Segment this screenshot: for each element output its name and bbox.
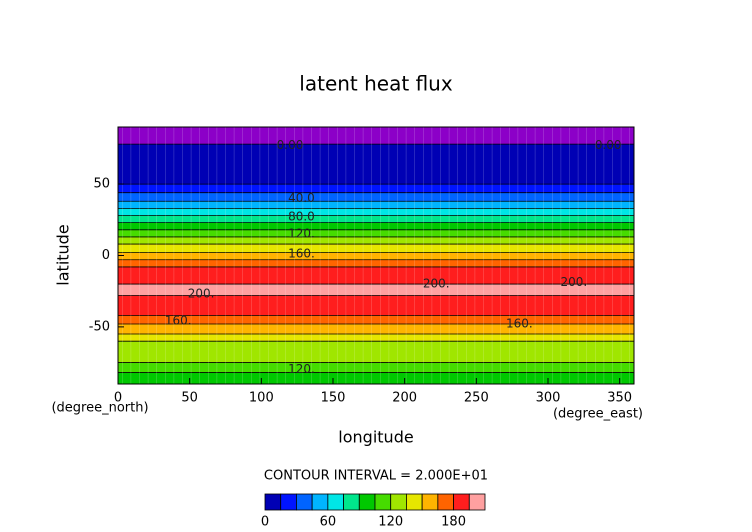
contour-band bbox=[118, 229, 634, 237]
contour-label: 120. bbox=[288, 227, 315, 241]
contour-label: 160. bbox=[288, 247, 315, 261]
contour-label: 200. bbox=[423, 277, 450, 291]
colorbar-box bbox=[421, 493, 439, 511]
x-tick-label: 300 bbox=[536, 391, 561, 406]
x-axis-label: longitude bbox=[338, 428, 413, 447]
chart-title: latent heat flux bbox=[299, 72, 453, 96]
y-tick-label: 50 bbox=[93, 177, 110, 192]
contour-label: 40.0 bbox=[288, 191, 315, 205]
y-unit: (degree_north) bbox=[51, 401, 148, 416]
colorbar-tick-label: 180 bbox=[441, 515, 466, 530]
contour-band bbox=[118, 334, 634, 342]
colorbar-box bbox=[468, 493, 486, 511]
colorbar-box bbox=[406, 493, 423, 511]
contour-band bbox=[118, 372, 634, 384]
y-tick-label: -50 bbox=[89, 319, 110, 334]
colorbar-box bbox=[311, 493, 329, 511]
contour-interval: CONTOUR INTERVAL = 2.000E+01 bbox=[264, 469, 488, 484]
colorbar-box bbox=[264, 493, 282, 511]
colorbar-box bbox=[327, 493, 344, 511]
contour-band bbox=[118, 362, 634, 373]
y-axis-label: latitude bbox=[54, 224, 73, 285]
contour-band bbox=[118, 324, 634, 335]
contour-band bbox=[118, 144, 634, 185]
colorbar-box bbox=[453, 493, 470, 511]
x-tick-label: 150 bbox=[321, 391, 346, 406]
colorbar-tick-label: 0 bbox=[261, 515, 269, 530]
colorbar-box bbox=[343, 493, 360, 511]
contour-band bbox=[118, 127, 634, 145]
contour-band bbox=[118, 222, 634, 230]
x-tick-label: 200 bbox=[392, 391, 417, 406]
contour-band bbox=[118, 315, 634, 325]
contour-label: 160. bbox=[165, 314, 192, 328]
colorbar-box bbox=[280, 493, 297, 511]
colorbar-box bbox=[437, 493, 454, 511]
contour-band bbox=[118, 192, 634, 202]
contour-label: 160. bbox=[506, 317, 533, 331]
contour-label: 0.00 bbox=[277, 138, 304, 152]
contour-band bbox=[118, 259, 634, 267]
colorbar-tick-label: 60 bbox=[320, 515, 337, 530]
x-tick-label: 100 bbox=[249, 391, 274, 406]
x-tick-label: 350 bbox=[607, 391, 632, 406]
contour-label: 0.00 bbox=[595, 138, 622, 152]
colorbar-box bbox=[390, 493, 407, 511]
contour-band bbox=[118, 341, 634, 363]
contour-band bbox=[118, 284, 634, 296]
contour-label: 200. bbox=[188, 287, 215, 301]
x-tick-label: 50 bbox=[181, 391, 198, 406]
contour-band bbox=[118, 184, 634, 193]
colorbar-box bbox=[374, 493, 392, 511]
contour-label: 200. bbox=[560, 275, 587, 289]
contour-band bbox=[118, 236, 634, 245]
x-unit: (degree_east) bbox=[553, 407, 643, 422]
contour-label: 120. bbox=[288, 362, 315, 376]
y-tick-label: 0 bbox=[102, 248, 110, 263]
contour-band bbox=[118, 295, 634, 316]
contour-label: 80.0 bbox=[288, 209, 315, 223]
contour-band bbox=[118, 215, 634, 223]
x-tick-label: 250 bbox=[464, 391, 489, 406]
contour-band bbox=[118, 208, 634, 216]
colorbar-box bbox=[296, 493, 313, 511]
contour-band bbox=[118, 201, 634, 209]
contour-band bbox=[118, 244, 634, 253]
contour-band bbox=[118, 266, 634, 285]
colorbar-tick-label: 120 bbox=[378, 515, 403, 530]
contour-band bbox=[118, 252, 634, 260]
x-tick-label: 0 bbox=[114, 391, 122, 406]
colorbar-box bbox=[358, 493, 376, 511]
